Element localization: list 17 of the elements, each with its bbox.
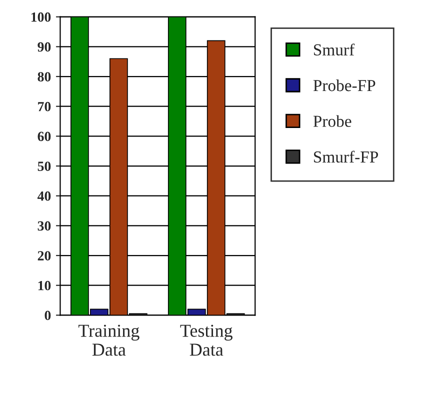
legend-label: Probe-FP <box>313 79 376 92</box>
y-tick-label: 60 <box>38 132 51 142</box>
y-tick-label: 100 <box>31 12 51 22</box>
legend-label: Smurf <box>314 44 355 56</box>
y-tick-label: 90 <box>38 42 51 52</box>
y-tick-label: 40 <box>37 191 51 201</box>
legend-label: Smurf-FP <box>314 150 378 163</box>
y-tick-label: 20 <box>38 251 51 260</box>
y-tick-label: 50 <box>38 162 51 171</box>
y-tick-label: 30 <box>38 221 51 231</box>
x-tick-label: Testing Data <box>180 324 232 356</box>
y-tick-label: 70 <box>38 102 51 112</box>
legend-label: Probe <box>313 115 352 127</box>
y-tick-label: 0 <box>44 310 51 320</box>
y-tick-label: 10 <box>38 280 51 290</box>
x-tick-label: Training Data <box>78 324 140 356</box>
y-tick-label: 80 <box>38 72 51 82</box>
